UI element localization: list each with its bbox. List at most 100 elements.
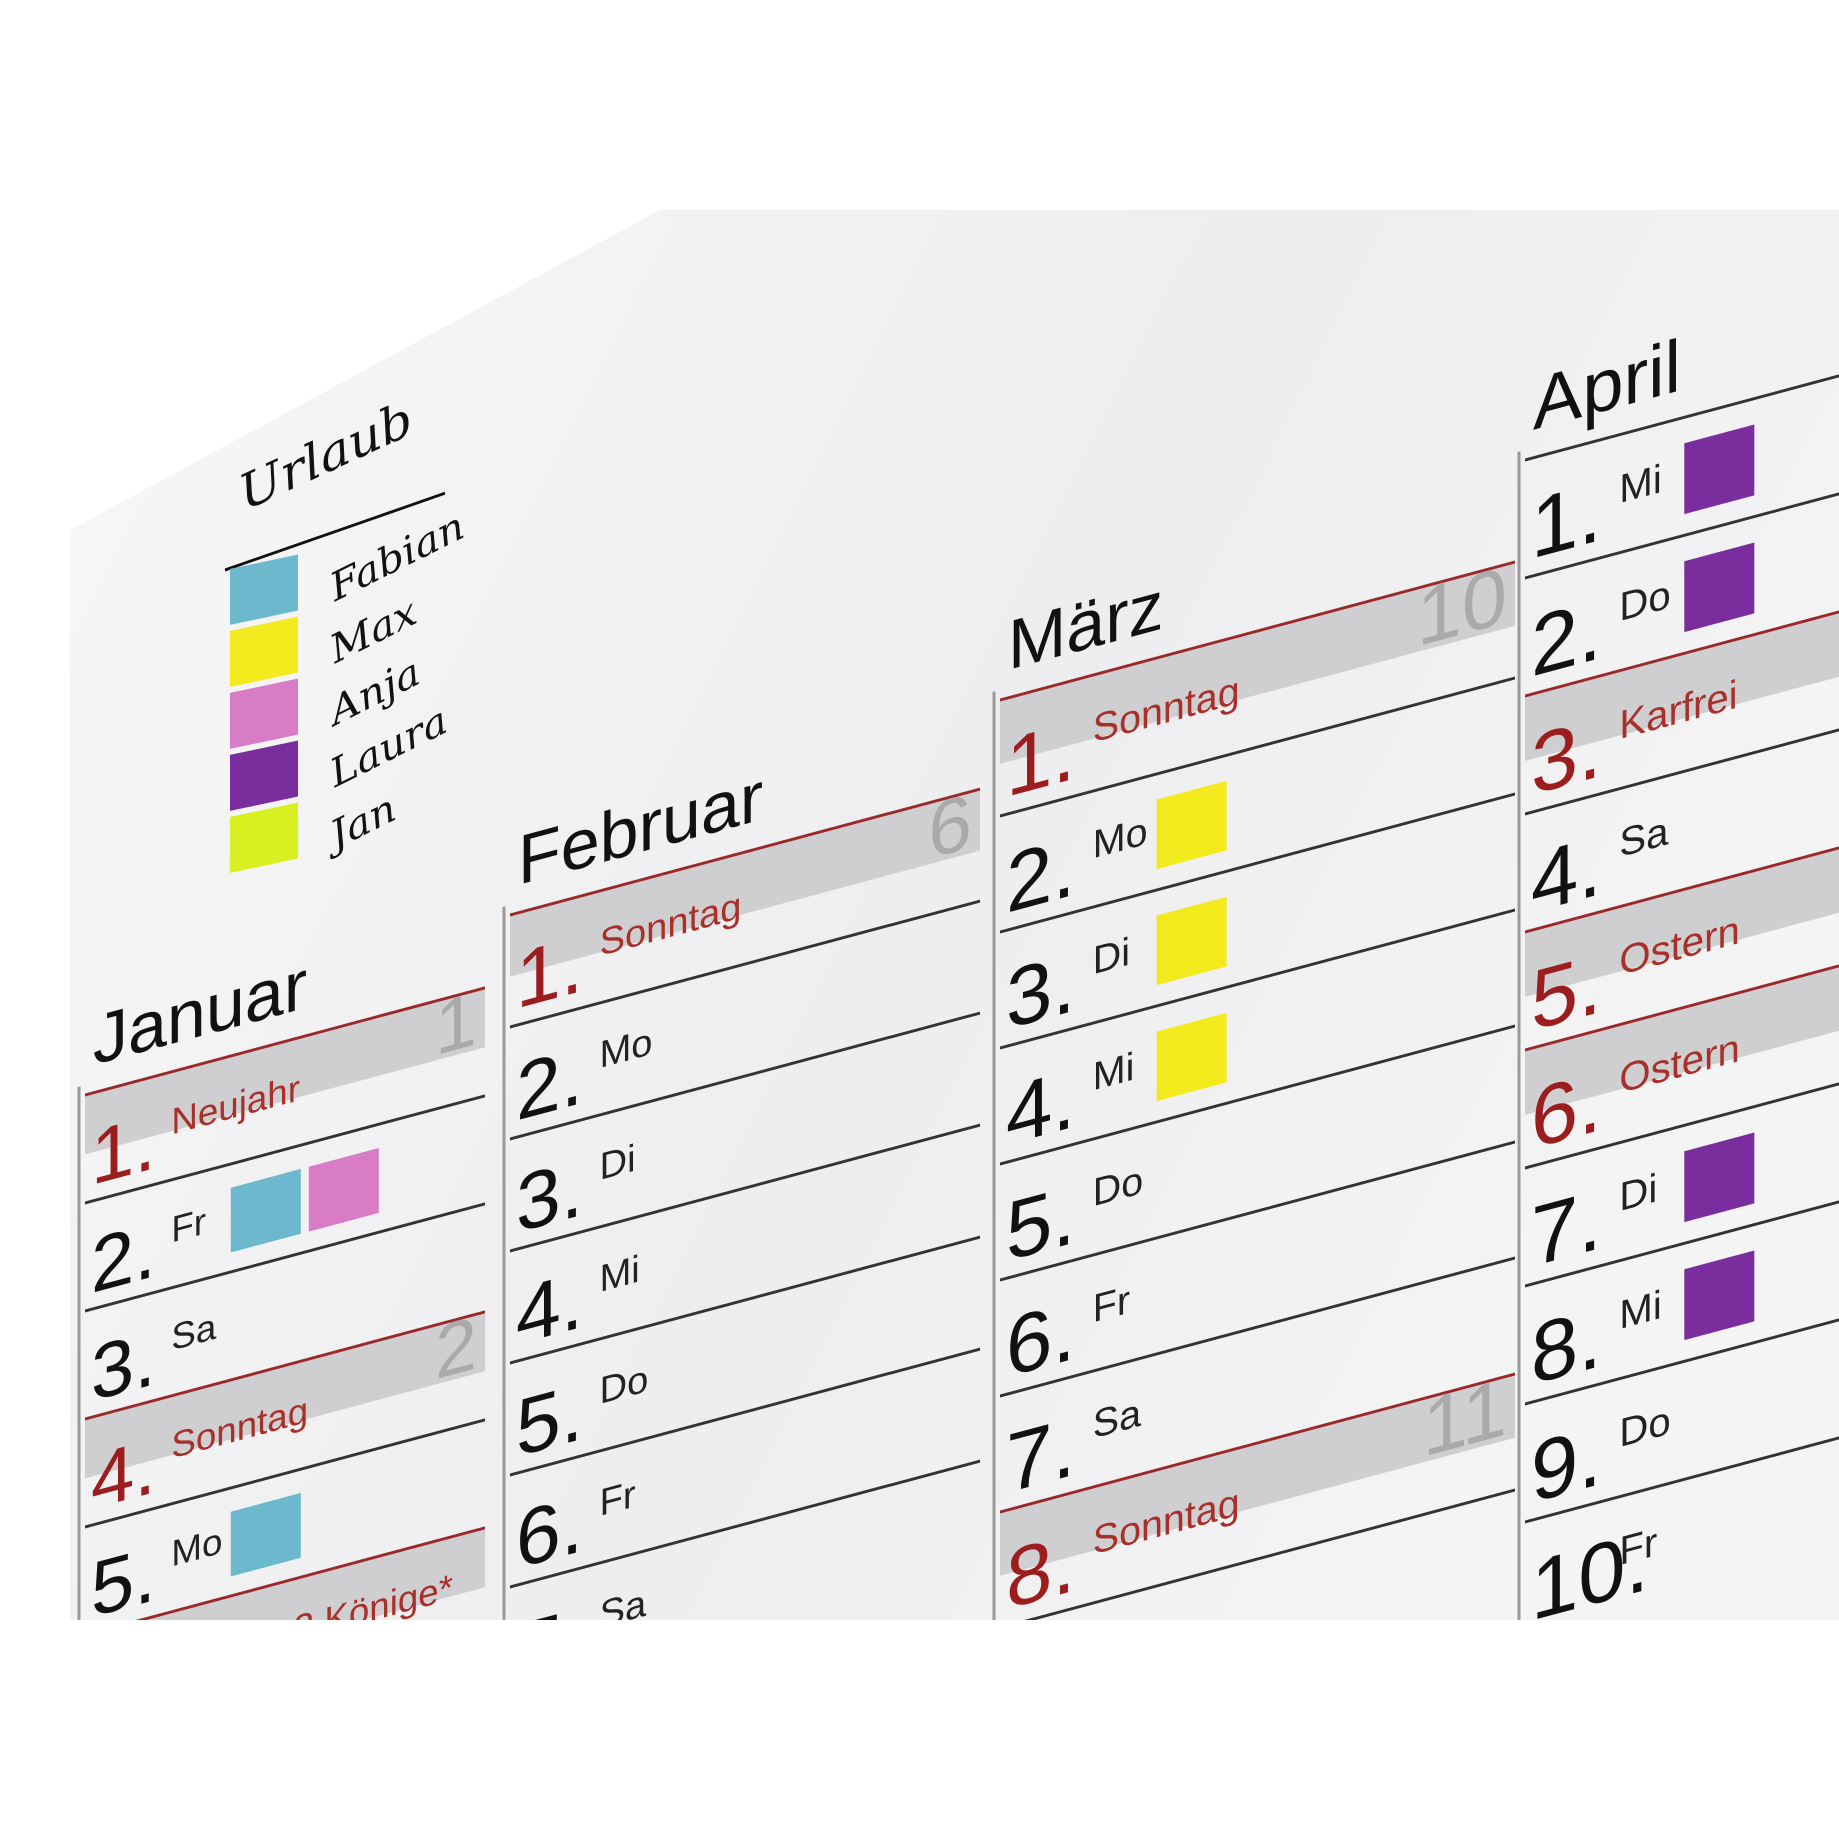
row-line (1000, 1140, 1515, 1282)
vacation-sticker (1156, 1012, 1227, 1102)
day-number: 8. (1531, 1290, 1602, 1403)
week-number: 2 (435, 1300, 477, 1396)
holiday-band (85, 1311, 485, 1479)
day-number: 2. (516, 1031, 583, 1138)
vacation-sticker (1684, 542, 1755, 633)
row-line (510, 1347, 980, 1477)
day-number: 4. (91, 1421, 156, 1526)
row-line (1525, 716, 1839, 816)
holiday-band (1525, 835, 1839, 997)
week-number: 6 (928, 776, 972, 875)
holiday-band (1525, 599, 1839, 761)
day-number: 7. (1531, 1172, 1602, 1285)
row-line (1525, 598, 1839, 698)
vacation-sticker (1684, 1250, 1755, 1341)
day-number: 4. (516, 1255, 583, 1362)
holiday-band (85, 1527, 485, 1620)
row-line (1000, 1024, 1515, 1166)
day-label: Di (1093, 929, 1130, 983)
day-number: 7. (516, 1591, 583, 1698)
day-number: 2. (1531, 582, 1602, 695)
legend-swatch (230, 616, 298, 687)
day-number: 2. (91, 1205, 156, 1310)
day-number: 1. (91, 1097, 156, 1202)
day-number: 5. (1531, 936, 1602, 1049)
holiday-band (1525, 953, 1839, 1115)
vacation-sticker (230, 1492, 301, 1577)
day-number: 6. (516, 1479, 583, 1586)
day-number: 5. (91, 1529, 156, 1634)
day-number: 9. (1531, 1408, 1602, 1521)
row-line (85, 986, 485, 1097)
row-line (1000, 1256, 1515, 1398)
row-line (1525, 1306, 1839, 1406)
row-line (1525, 952, 1839, 1052)
row-line (1000, 1372, 1515, 1514)
holiday-band (1000, 562, 1515, 764)
row-line (510, 1011, 980, 1141)
row-line (510, 1459, 980, 1589)
day-number: 1. (516, 919, 583, 1026)
holiday-band (510, 789, 980, 977)
day-label: Mo (1093, 1620, 1148, 1679)
day-label: Di (600, 1137, 636, 1189)
vacation-sticker (1156, 896, 1227, 986)
day-label: Di (1619, 1165, 1657, 1220)
row-line (1000, 560, 1515, 702)
day-number: 1. (1531, 464, 1602, 577)
legend-swatch (230, 740, 298, 811)
day-label: Fr (1619, 1519, 1657, 1574)
day-number: 6. (91, 1637, 156, 1742)
underline (224, 491, 446, 572)
row-line (510, 787, 980, 917)
day-label: Fr (171, 1200, 206, 1251)
day-number: 1. (1006, 704, 1076, 816)
row-line (1525, 1424, 1839, 1524)
row-line (85, 1418, 485, 1529)
day-number: 9. (1006, 1632, 1076, 1744)
row-line (1000, 792, 1515, 934)
day-number: 4. (1531, 818, 1602, 931)
row-line (1000, 676, 1515, 818)
row-line (1000, 1488, 1515, 1620)
day-number: 6. (1006, 1284, 1076, 1396)
row-line (1525, 834, 1839, 934)
calendar-sheet (70, 210, 1839, 1620)
day-number: 3. (516, 1143, 583, 1250)
vacation-sticker (1684, 424, 1755, 515)
row-line (85, 1526, 485, 1620)
row-line (1000, 908, 1515, 1050)
day-number: 5. (516, 1367, 583, 1474)
day-number: 4. (1006, 1052, 1076, 1164)
row-line (510, 1235, 980, 1365)
row-line (510, 899, 980, 1029)
row-line (1525, 362, 1839, 462)
day-number: 6. (1531, 1054, 1602, 1167)
day-number: 3. (1531, 700, 1602, 813)
row-line (1525, 1070, 1839, 1170)
row-line (85, 1202, 485, 1313)
row-line (1525, 1188, 1839, 1288)
week-number: 11 (1423, 1360, 1507, 1474)
legend-swatch (230, 678, 298, 749)
holiday-band (1000, 1374, 1515, 1576)
vacation-sticker (230, 1168, 301, 1253)
day-label: Fr (1093, 1277, 1130, 1331)
legend-swatch (230, 802, 298, 873)
day-number: 3. (1006, 936, 1076, 1048)
day-label: Fr (600, 1473, 636, 1525)
week-number: 1 (435, 976, 477, 1072)
day-number: 5. (1006, 1168, 1076, 1280)
row-line (85, 1310, 485, 1421)
holiday-band (85, 987, 485, 1155)
vacation-sticker (1156, 780, 1227, 870)
vacation-sticker (308, 1148, 379, 1232)
row-line (1525, 480, 1839, 580)
